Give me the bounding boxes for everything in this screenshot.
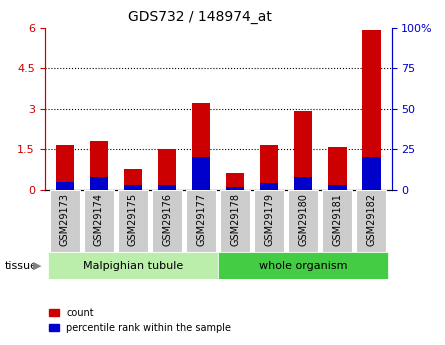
Bar: [294, 111, 312, 190]
Bar: [288, 190, 319, 252]
Bar: [294, 177, 312, 190]
Text: Malpighian tubule: Malpighian tubule: [83, 261, 183, 270]
Text: ▶: ▶: [33, 261, 42, 270]
Text: whole organism: whole organism: [259, 261, 348, 270]
Bar: [260, 145, 279, 190]
Text: tissue: tissue: [4, 261, 37, 270]
Bar: [89, 140, 108, 190]
Text: GSM29180: GSM29180: [298, 193, 308, 246]
Text: GSM29174: GSM29174: [94, 193, 104, 246]
Bar: [226, 187, 244, 190]
Bar: [124, 185, 142, 190]
Bar: [124, 169, 142, 190]
Bar: [56, 145, 74, 190]
Text: GSM29179: GSM29179: [264, 193, 274, 246]
Bar: [117, 190, 148, 252]
Text: GSM29181: GSM29181: [332, 193, 342, 246]
Bar: [220, 190, 251, 252]
Bar: [89, 177, 108, 190]
Text: GSM29176: GSM29176: [162, 193, 172, 246]
Bar: [158, 149, 176, 190]
Text: GSM29182: GSM29182: [366, 193, 376, 246]
Bar: [362, 30, 380, 190]
Bar: [254, 190, 284, 252]
Bar: [260, 183, 279, 190]
Bar: [192, 157, 210, 190]
Bar: [328, 147, 347, 190]
Text: GSM29173: GSM29173: [60, 193, 70, 246]
Bar: [186, 190, 216, 252]
Legend: count, percentile rank within the sample: count, percentile rank within the sample: [45, 304, 235, 337]
Bar: [226, 173, 244, 190]
Text: GSM29178: GSM29178: [230, 193, 240, 246]
Bar: [152, 190, 182, 252]
Bar: [84, 190, 114, 252]
Text: GSM29175: GSM29175: [128, 193, 138, 246]
Text: GDS732 / 148974_at: GDS732 / 148974_at: [128, 10, 272, 24]
Bar: [192, 103, 210, 190]
Bar: [218, 252, 388, 279]
Bar: [158, 185, 176, 190]
Bar: [56, 181, 74, 190]
Bar: [49, 190, 80, 252]
Bar: [322, 190, 352, 252]
Bar: [328, 185, 347, 190]
Text: GSM29177: GSM29177: [196, 193, 206, 246]
Bar: [362, 157, 380, 190]
Bar: [48, 252, 218, 279]
Bar: [356, 190, 387, 252]
